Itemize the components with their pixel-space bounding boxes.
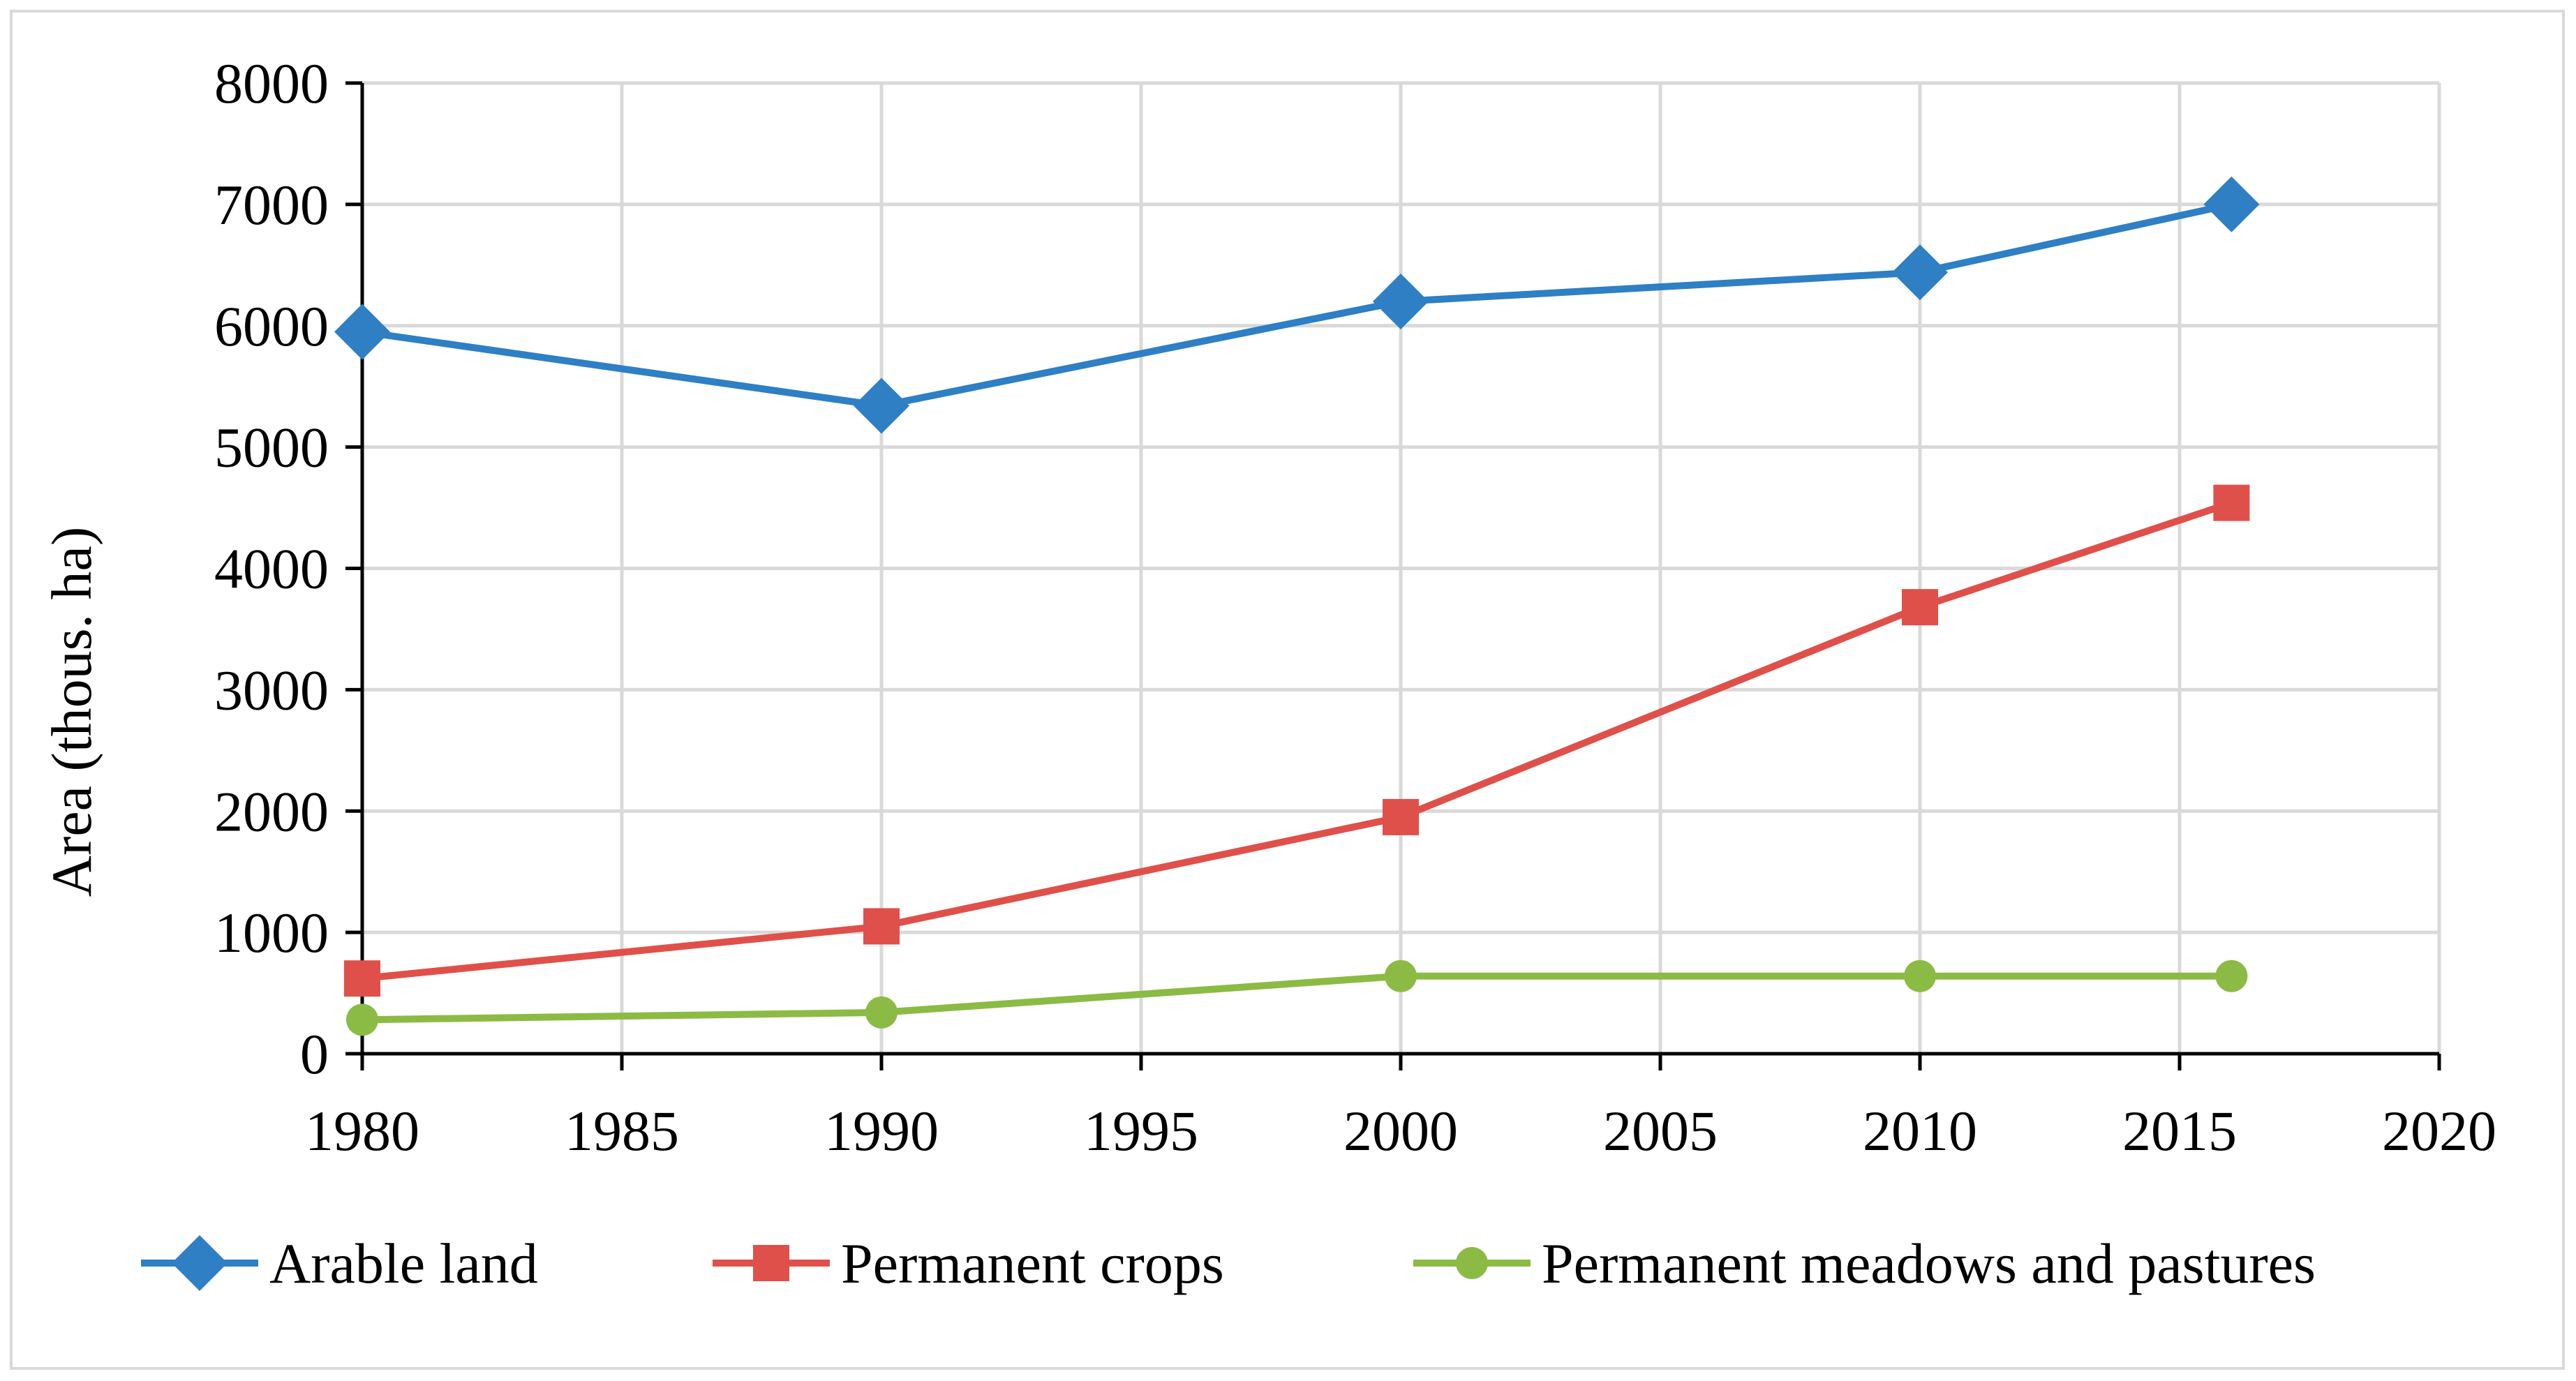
y-tick-label: 5000 [214, 416, 329, 479]
x-tick-label: 2005 [1603, 1099, 1718, 1163]
data-point-circle [1904, 960, 1936, 992]
y-tick-label: 1000 [214, 901, 329, 964]
tick-labels: 0 1000 2000 3000 4000 5000 6000 7000 8000 1980 198… [214, 52, 2496, 1163]
x-tick-label: 1985 [565, 1099, 679, 1163]
y-axis-title: Area (thous. ha) [40, 527, 103, 897]
y-tick-label: 4000 [214, 537, 329, 601]
data-point-circle [1385, 960, 1417, 992]
legend-marker-circle [1456, 1247, 1488, 1279]
data-point-square [344, 960, 380, 997]
data-point-diamond [2203, 176, 2260, 232]
legend-label: Permanent meadows and pastures [1542, 1232, 2316, 1295]
x-tick-label: 1995 [1084, 1099, 1198, 1163]
data-point-square [1902, 589, 1938, 626]
data-point-diamond [334, 304, 390, 360]
legend-item: Permanent crops [713, 1232, 1224, 1295]
y-tick-label: 7000 [214, 173, 329, 237]
data-point-square [1383, 798, 1419, 835]
data-point-square [2213, 484, 2250, 521]
x-tick-label: 2000 [1343, 1099, 1458, 1163]
series-line [362, 972, 2232, 1024]
legend-label: Permanent crops [841, 1232, 1224, 1295]
legend: Arable land Permanent crops Permanent mead… [141, 1232, 2316, 1295]
legend-item: Permanent meadows and pastures [1413, 1232, 2316, 1295]
series-square [344, 484, 2250, 997]
y-tick-label: 6000 [214, 294, 329, 358]
legend-marker-diamond [172, 1235, 228, 1291]
series-line [362, 499, 2233, 983]
y-tick-label: 3000 [214, 658, 329, 722]
data-point-circle [346, 1003, 378, 1036]
series-circle [346, 960, 2248, 1036]
x-tick-label: 2015 [2122, 1099, 2237, 1163]
series [334, 176, 2260, 1036]
data-point-diamond [854, 378, 909, 434]
axes [345, 81, 2441, 1070]
series-diamond [334, 176, 2260, 434]
x-tick-label: 1990 [824, 1099, 939, 1163]
data-point-circle [2215, 960, 2248, 992]
series-line [362, 200, 2233, 410]
x-tick-label: 2020 [2382, 1099, 2496, 1163]
y-tick-label: 2000 [214, 779, 329, 843]
x-tick-label: 1980 [305, 1099, 419, 1163]
data-point-square [863, 908, 900, 945]
data-point-diamond [1373, 273, 1429, 329]
y-tick-label: 8000 [214, 52, 329, 115]
legend-label: Arable land [269, 1232, 538, 1295]
y-tick-label: 0 [300, 1022, 329, 1086]
data-point-diamond [1892, 244, 1948, 301]
legend-marker-square [753, 1245, 789, 1281]
data-point-circle [865, 996, 898, 1029]
legend-item: Arable land [141, 1232, 538, 1295]
x-tick-label: 2010 [1863, 1099, 1977, 1163]
